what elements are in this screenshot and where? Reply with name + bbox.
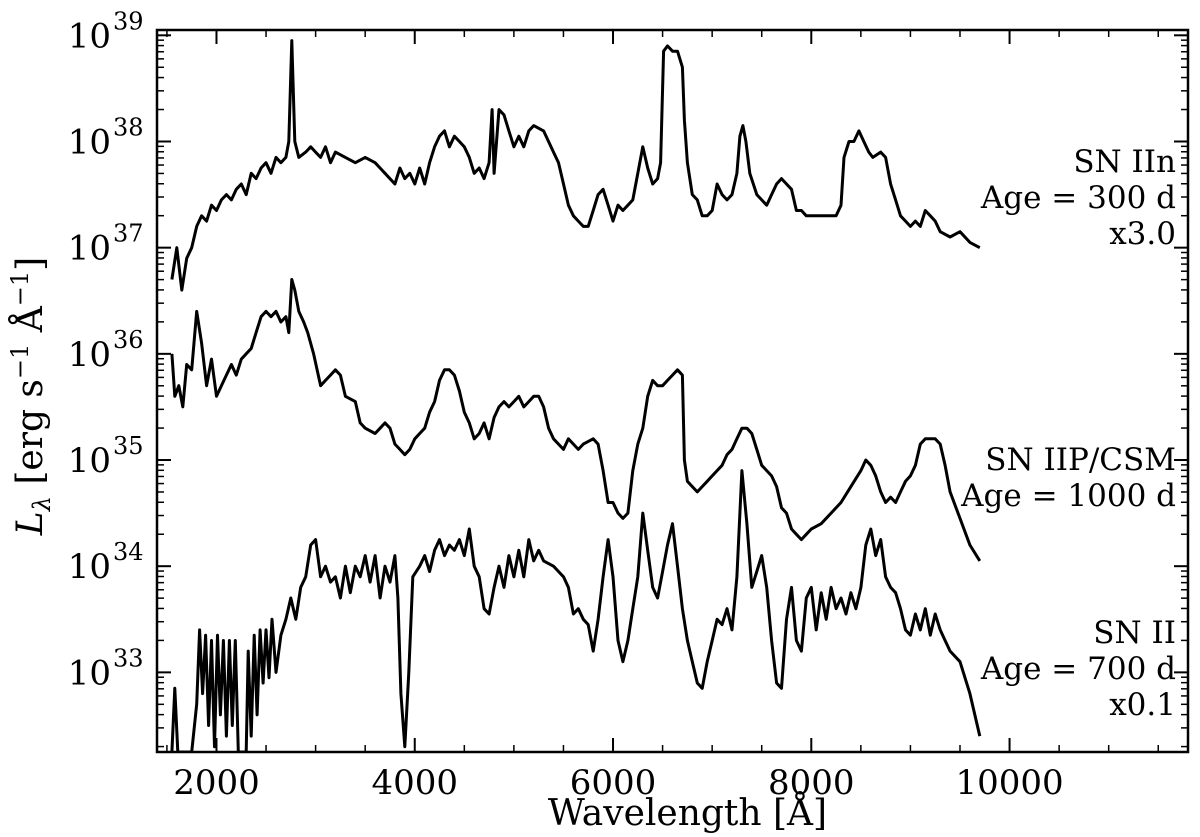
series-label-1-line-1: SN IIn xyxy=(1073,144,1176,180)
x-axis-label: Wavelength [Å] xyxy=(548,792,827,834)
series-label-2-line-1: SN IIP/CSM xyxy=(985,442,1176,478)
y-tick-exponent: 37 xyxy=(113,220,144,248)
y-tick-label: 10 xyxy=(68,441,111,481)
y-tick-label: 10 xyxy=(68,229,111,269)
y-tick-exponent: 33 xyxy=(113,644,144,672)
series-label-1-line-2: Age = 300 d xyxy=(980,180,1176,216)
plot-frame xyxy=(155,28,1190,754)
series-label-1-line-3: x3.0 xyxy=(1109,216,1176,252)
y-tick-exponent: 34 xyxy=(113,538,144,566)
series-line-2 xyxy=(170,278,982,562)
y-tick-exponent: 35 xyxy=(113,432,144,460)
plot-area xyxy=(170,39,982,752)
x-tick-label: 4000 xyxy=(371,763,458,803)
y-tick-exponent: 36 xyxy=(113,326,144,354)
y-tick-exponent: 38 xyxy=(113,113,144,141)
x-tick-label: 2000 xyxy=(173,763,260,803)
y-tick-label: 10 xyxy=(68,122,111,162)
y-tick-label: 10 xyxy=(68,335,111,375)
series-label-3-line-2: Age = 700 d xyxy=(980,651,1176,687)
series-line-1 xyxy=(170,39,981,292)
series-line-3 xyxy=(170,469,982,752)
y-axis-label: Lλ [erg s−1 Å−1] xyxy=(6,257,56,536)
series-label-2-line-2: Age = 1000 d xyxy=(960,478,1176,514)
x-tick-label: 8000 xyxy=(768,763,855,803)
series-label-3-line-1: SN II xyxy=(1093,615,1176,651)
y-tick-label: 10 xyxy=(68,16,111,56)
series-label-3-line-3: x0.1 xyxy=(1109,687,1176,723)
y-tick-label: 10 xyxy=(68,653,111,693)
y-tick-exponent: 39 xyxy=(113,7,144,35)
x-tick-label: 6000 xyxy=(570,763,657,803)
axis-ticks xyxy=(157,30,1188,752)
y-tick-label: 10 xyxy=(68,547,111,587)
x-tick-label: 10000 xyxy=(955,763,1063,803)
